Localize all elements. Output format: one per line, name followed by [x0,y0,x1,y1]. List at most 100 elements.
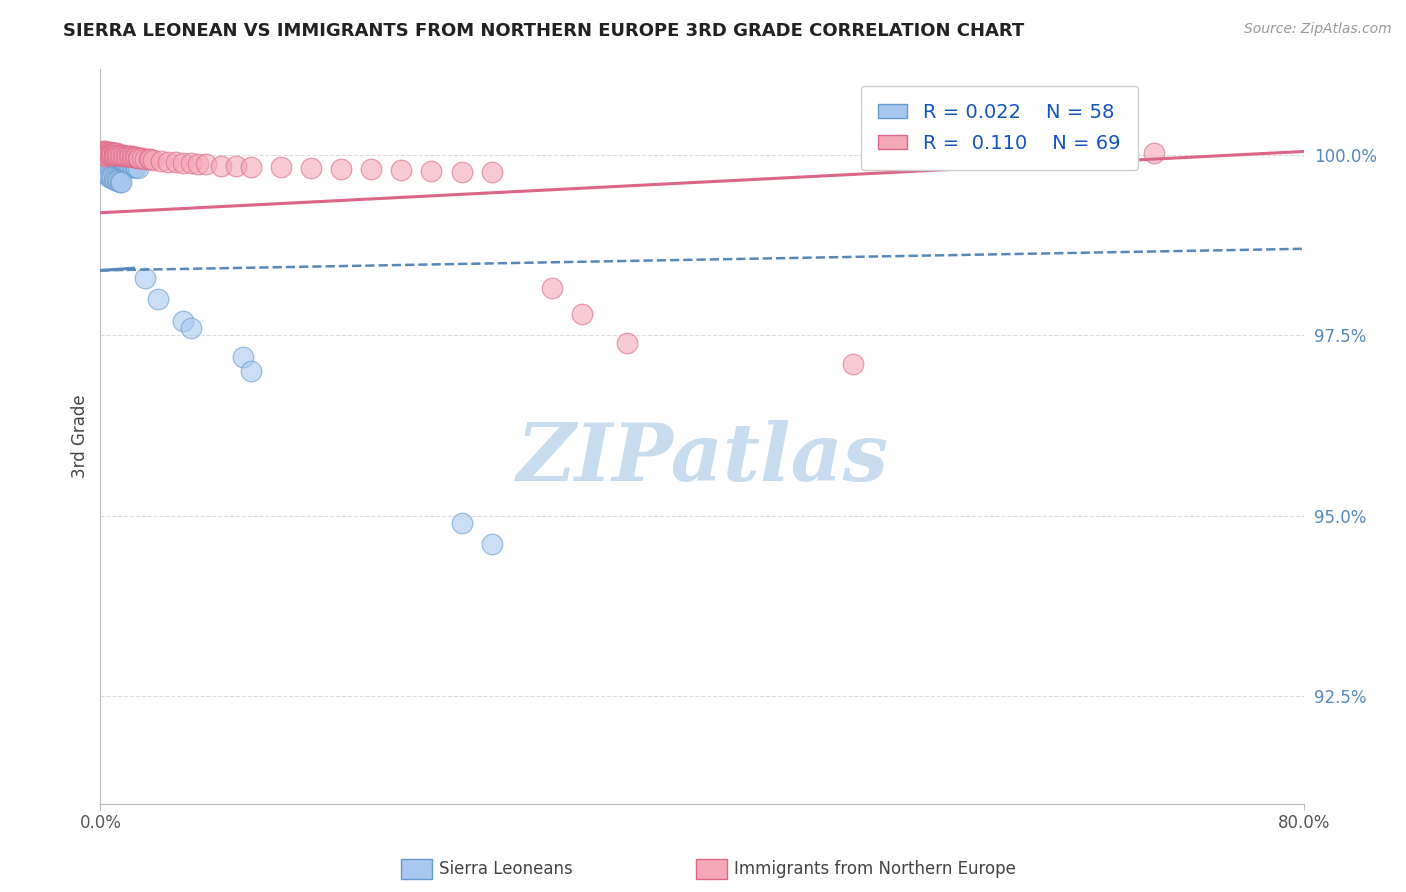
Point [94,159,117,173]
Point [172,156,194,170]
Point [93,159,115,173]
Point [105,173,128,187]
Point [90,155,112,169]
Point [360,162,382,177]
Point [94,145,117,160]
Point [120,149,142,163]
Point [90,145,112,159]
Point [124,161,146,175]
Point [98,157,121,171]
Point [180,321,202,335]
Point [105,148,128,162]
Point [100,155,122,169]
Point [103,145,125,160]
Point [420,164,443,178]
Point [127,161,149,175]
Point [101,145,124,160]
Text: Source: ZipAtlas.com: Source: ZipAtlas.com [1244,22,1392,37]
Point [131,151,153,165]
Point [239,364,262,378]
Point [209,159,232,173]
Point [97,145,120,160]
Point [127,151,149,165]
Point [105,160,128,174]
Point [142,153,165,167]
Point [103,148,125,162]
Point [103,156,125,170]
Point [94,164,117,178]
Point [97,160,120,174]
Point [104,172,127,186]
Point [139,153,162,167]
Point [616,335,638,350]
Point [101,147,124,161]
Point [93,162,115,177]
Point [112,158,135,172]
Point [98,161,121,175]
Legend: R = 0.022    N = 58, R =  0.110    N = 69: R = 0.022 N = 58, R = 0.110 N = 69 [860,86,1137,170]
Point [450,164,472,178]
Point [481,165,503,179]
Point [146,292,169,306]
Point [117,159,139,173]
Point [101,161,124,175]
Point [103,171,125,186]
Point [232,350,254,364]
Point [571,307,593,321]
Point [97,168,120,182]
Point [101,171,124,186]
Point [105,156,128,170]
Point [157,155,180,169]
Point [104,148,127,162]
Point [103,160,125,174]
Point [121,160,143,174]
Point [104,157,127,171]
Point [450,516,472,530]
Point [90,146,112,161]
Point [134,270,156,285]
Point [98,147,121,161]
Point [481,537,503,551]
Point [225,159,247,173]
Point [93,147,115,161]
Point [117,149,139,163]
Point [120,160,142,174]
Point [112,149,135,163]
Point [110,157,132,171]
Point [122,160,145,174]
Point [389,163,412,178]
Text: SIERRA LEONEAN VS IMMIGRANTS FROM NORTHERN EUROPE 3RD GRADE CORRELATION CHART: SIERRA LEONEAN VS IMMIGRANTS FROM NORTHE… [63,22,1025,40]
Point [118,159,141,173]
Point [100,159,122,173]
Point [97,155,120,169]
Point [101,157,124,171]
Point [105,145,128,160]
Point [100,170,122,185]
Point [299,161,322,175]
Point [100,148,122,162]
Point [108,175,131,189]
Point [94,155,117,169]
Point [98,169,121,184]
Point [138,153,160,167]
Point [108,161,131,175]
Point [540,281,562,295]
Point [180,156,202,170]
Point [194,157,217,171]
Point [1143,145,1166,160]
Point [96,146,118,161]
Point [108,148,131,162]
Point [165,155,187,169]
Point [121,149,143,163]
Point [270,161,292,175]
Point [97,147,120,161]
Point [107,148,129,162]
Point [172,314,194,328]
Point [125,150,148,164]
Point [104,161,127,175]
Point [111,157,134,171]
Text: ZIPatlas: ZIPatlas [516,419,889,497]
Point [110,148,132,162]
Point [107,174,129,188]
Point [94,145,117,159]
